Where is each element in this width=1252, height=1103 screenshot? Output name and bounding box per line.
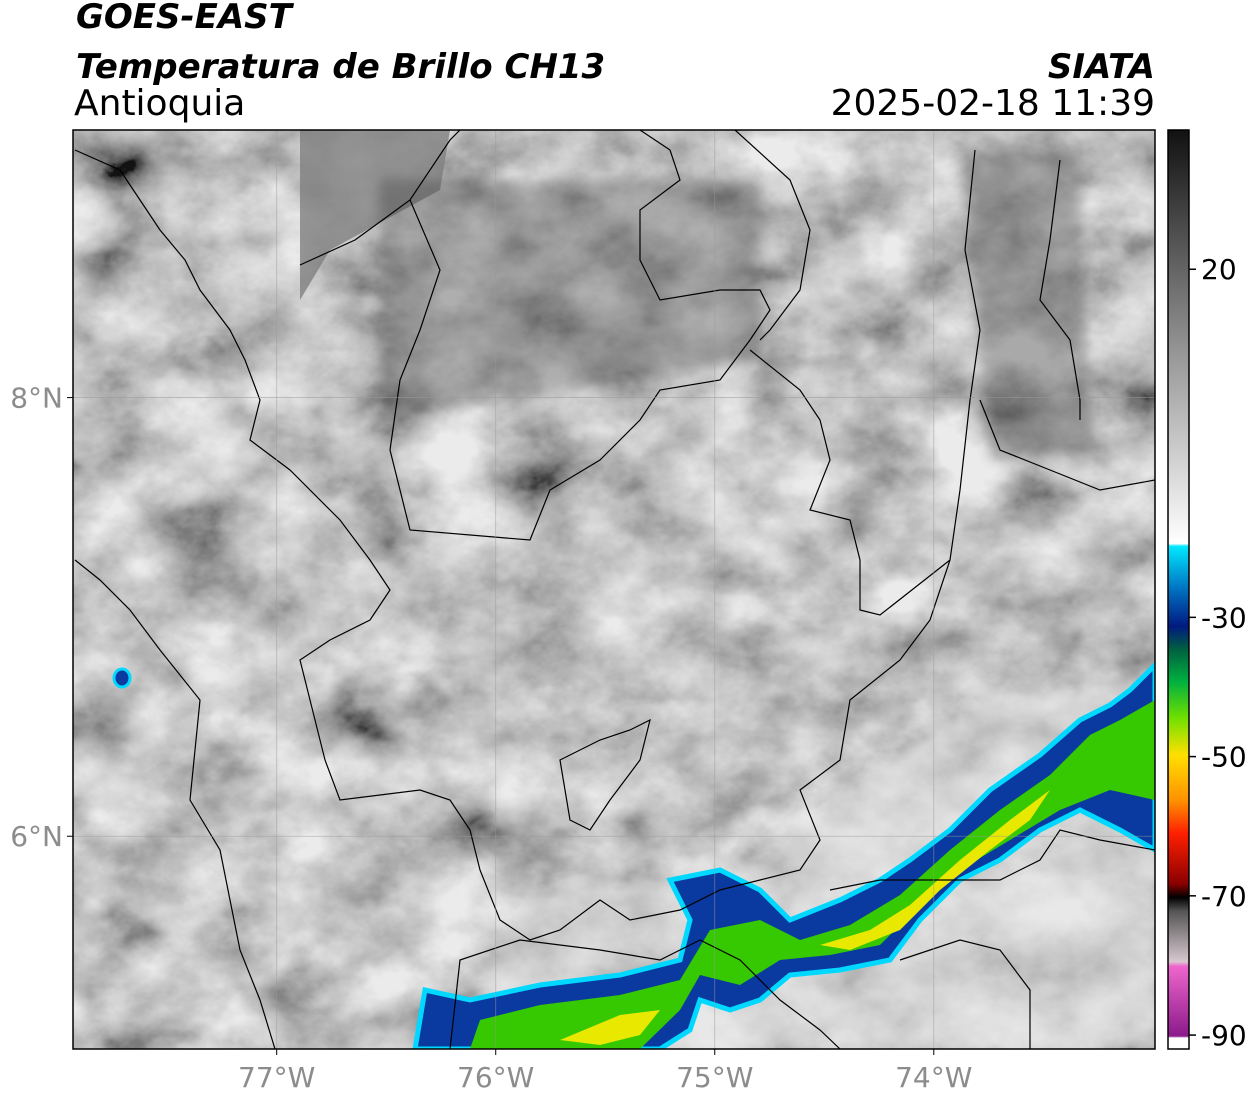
x-tick-label: 74°W xyxy=(895,1061,972,1094)
x-tick-label: 77°W xyxy=(238,1061,315,1094)
satellite-image xyxy=(73,130,1155,1049)
colorbar-tick-label: -90 xyxy=(1201,1019,1247,1052)
colorbar-tick-label: 20 xyxy=(1201,253,1237,286)
boundaries xyxy=(74,130,1155,1049)
region: Antioquia xyxy=(74,83,245,124)
map-frame xyxy=(72,129,1156,1050)
y-tick-label: 6°N xyxy=(10,820,63,853)
source: SIATA xyxy=(1048,47,1155,87)
colorbar-tick-label: -30 xyxy=(1201,601,1247,634)
x-tick-label: 76°W xyxy=(457,1061,534,1094)
colorbar-tick-label: -50 xyxy=(1201,741,1247,774)
datetime: 2025-02-18 11:39 xyxy=(831,83,1155,124)
y-tick-label: 8°N xyxy=(10,382,63,415)
x-tick-label: 75°W xyxy=(676,1061,753,1094)
subtitle: Temperatura de Brillo CH13 xyxy=(76,47,605,87)
colorbar-tick-label: -70 xyxy=(1201,880,1247,913)
convective-band xyxy=(112,661,1155,1049)
grid xyxy=(73,130,1155,1049)
title: GOES-EAST xyxy=(76,0,295,37)
colorbar xyxy=(1167,129,1190,1050)
